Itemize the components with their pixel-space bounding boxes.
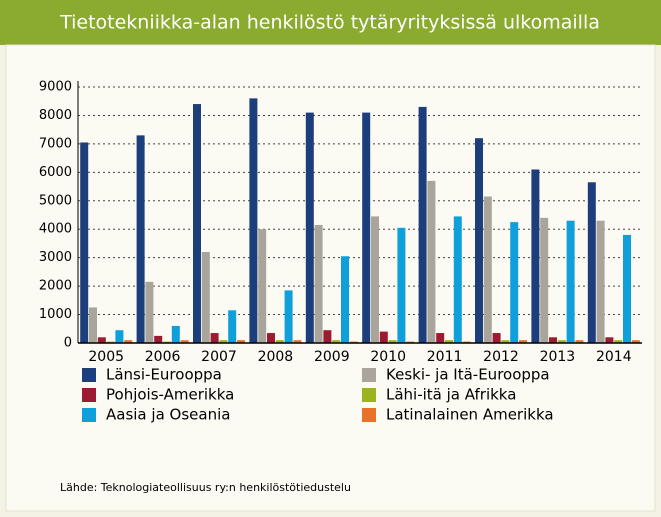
bar (397, 227, 406, 343)
legend-swatch (82, 368, 96, 382)
bar (136, 135, 145, 343)
bar (483, 196, 492, 343)
bar (115, 330, 124, 343)
legend-swatch (82, 408, 96, 422)
bar (605, 337, 614, 343)
y-tick-label: 8000 (39, 108, 72, 123)
bar (228, 310, 237, 343)
bar (371, 216, 379, 343)
panel (5, 44, 656, 512)
legend-swatch (362, 388, 376, 402)
x-tick-label: 2006 (145, 349, 181, 365)
bar (510, 222, 519, 343)
bar (575, 340, 584, 343)
x-tick-label: 2011 (427, 349, 463, 365)
bar (249, 98, 258, 343)
bar (596, 220, 605, 343)
legend-label: Pohjois-Amerikka (106, 386, 234, 404)
legend-swatch (82, 388, 96, 402)
chart-title: Tietotekniikka-alan henkilöstö tytäryrit… (59, 12, 600, 34)
bar (501, 340, 510, 343)
x-tick-label: 2010 (370, 349, 406, 365)
bar (427, 180, 436, 343)
y-tick-label: 5000 (39, 193, 72, 208)
bar (475, 138, 483, 343)
bar (492, 333, 501, 343)
bar (267, 333, 275, 343)
bar (258, 229, 267, 343)
bar (305, 112, 314, 343)
y-tick-label: 9000 (39, 80, 72, 95)
legend-label: Länsi-Eurooppa (106, 366, 222, 384)
bar (210, 333, 219, 343)
x-tick-label: 2013 (540, 349, 576, 365)
bar (201, 251, 210, 343)
bar (453, 216, 462, 343)
bar (531, 169, 540, 343)
bar (445, 340, 453, 343)
bar (362, 112, 371, 343)
bar (97, 337, 106, 343)
legend-label: Keski- ja Itä-Eurooppa (386, 366, 550, 384)
y-tick-label: 2000 (39, 279, 72, 294)
bar (332, 340, 341, 343)
bar (237, 340, 245, 343)
bar (587, 182, 596, 343)
bar (89, 307, 97, 343)
bar (219, 340, 228, 343)
bar (540, 217, 549, 343)
y-tick-label: 7000 (39, 136, 72, 151)
bar (314, 224, 323, 343)
bar (341, 256, 349, 343)
x-tick-label: 2007 (201, 349, 237, 365)
bar (80, 142, 89, 343)
bar (549, 337, 557, 343)
legend-label: Aasia ja Oseania (106, 406, 230, 424)
bar (623, 234, 631, 343)
bar (293, 340, 302, 343)
bar (275, 340, 284, 343)
bar (124, 340, 133, 343)
legend-label: Lähi-itä ja Afrikka (386, 386, 516, 404)
legend-swatch (362, 368, 376, 382)
y-tick-label: 1000 (39, 307, 72, 322)
bar (180, 340, 189, 343)
y-tick-label: 6000 (39, 165, 72, 180)
bar (284, 290, 293, 343)
bar (519, 340, 527, 343)
bar (631, 340, 640, 343)
bar (171, 325, 180, 343)
x-tick-label: 2008 (258, 349, 294, 365)
x-tick-label: 2014 (596, 349, 632, 365)
x-tick-label: 2005 (88, 349, 124, 365)
bar (379, 331, 388, 343)
y-tick-label: 3000 (39, 250, 72, 265)
y-tick-label: 0 (64, 336, 72, 351)
x-tick-label: 2012 (483, 349, 519, 365)
bar (323, 330, 332, 343)
legend-swatch (362, 408, 376, 422)
bar (193, 104, 201, 343)
bar (436, 333, 445, 343)
bar (566, 220, 575, 343)
bar (145, 281, 154, 343)
bar (154, 335, 163, 343)
bar (614, 340, 623, 343)
bar (418, 106, 427, 344)
y-tick-label: 4000 (39, 222, 72, 237)
source: Lähde: Teknologiateollisuus ry:n henkilö… (60, 481, 351, 494)
bar (388, 340, 397, 343)
legend-label: Latinalainen Amerikka (386, 406, 554, 424)
x-tick-label: 2009 (314, 349, 350, 365)
title-bar (0, 0, 661, 45)
bar (557, 340, 566, 343)
